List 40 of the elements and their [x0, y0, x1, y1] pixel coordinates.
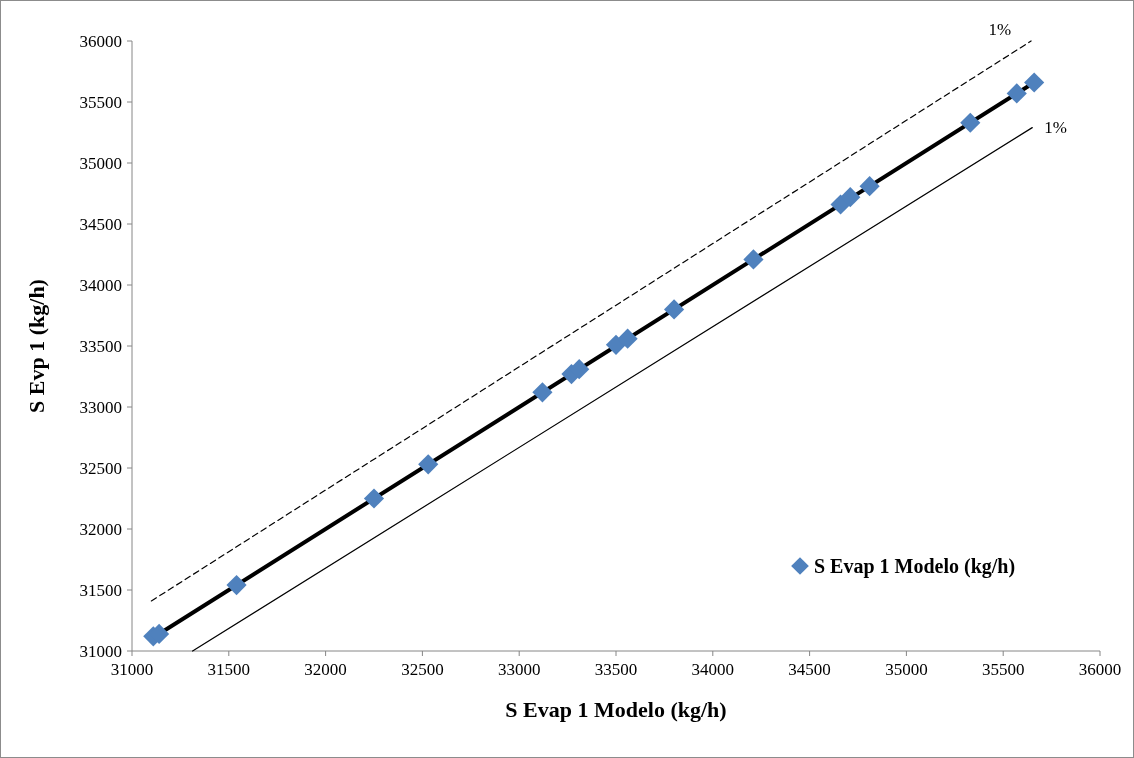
y-tick-label: 34500	[79, 214, 122, 234]
x-tick-label: 35000	[885, 660, 928, 679]
point	[418, 454, 439, 475]
point	[859, 176, 880, 197]
point	[1024, 72, 1045, 93]
point	[363, 488, 385, 509]
point	[226, 575, 247, 596]
y-tick-label: 33500	[79, 336, 122, 356]
y-tick-label: 34000	[79, 275, 122, 295]
point	[960, 112, 981, 133]
point	[532, 382, 553, 403]
x-tick-label: 31500	[207, 660, 251, 679]
x-tick-label: 31000	[110, 660, 154, 679]
y-tick-label: 32500	[79, 458, 122, 478]
point	[617, 328, 638, 349]
x-tick-label: 33000	[497, 660, 541, 679]
y-axis-title: S Evp 1 (kg/h)	[24, 279, 49, 413]
point	[840, 187, 861, 208]
x-tick-label: 34000	[691, 660, 735, 679]
annotation: 1%	[1044, 118, 1067, 138]
y-tick-label: 36000	[79, 31, 122, 51]
point	[1006, 83, 1027, 104]
point	[663, 299, 685, 320]
x-tick-label: 32000	[304, 660, 347, 679]
y-tick-label: 32000	[79, 519, 122, 539]
y-tick-label: 31000	[79, 641, 122, 661]
x-axis-title: S Evap 1 Modelo (kg/h)	[505, 697, 727, 722]
annotation: 1%	[988, 20, 1012, 39]
legend-label: S Evap 1 Modelo (kg/h)	[814, 555, 1016, 578]
x-tick-label: 33500	[594, 660, 638, 679]
x-tick-label: 32500	[401, 660, 444, 679]
y-tick-label: 35500	[79, 92, 122, 112]
y-tick-label: 31500	[79, 580, 122, 600]
y-tick-label: 33000	[79, 397, 122, 417]
x-tick-label: 34500	[788, 660, 831, 679]
point	[743, 249, 764, 270]
y-tick-label: 35000	[79, 153, 122, 173]
point	[569, 359, 590, 380]
x-tick-label: 35500	[981, 660, 1025, 679]
x-tick-label: 36000	[1078, 660, 1122, 679]
